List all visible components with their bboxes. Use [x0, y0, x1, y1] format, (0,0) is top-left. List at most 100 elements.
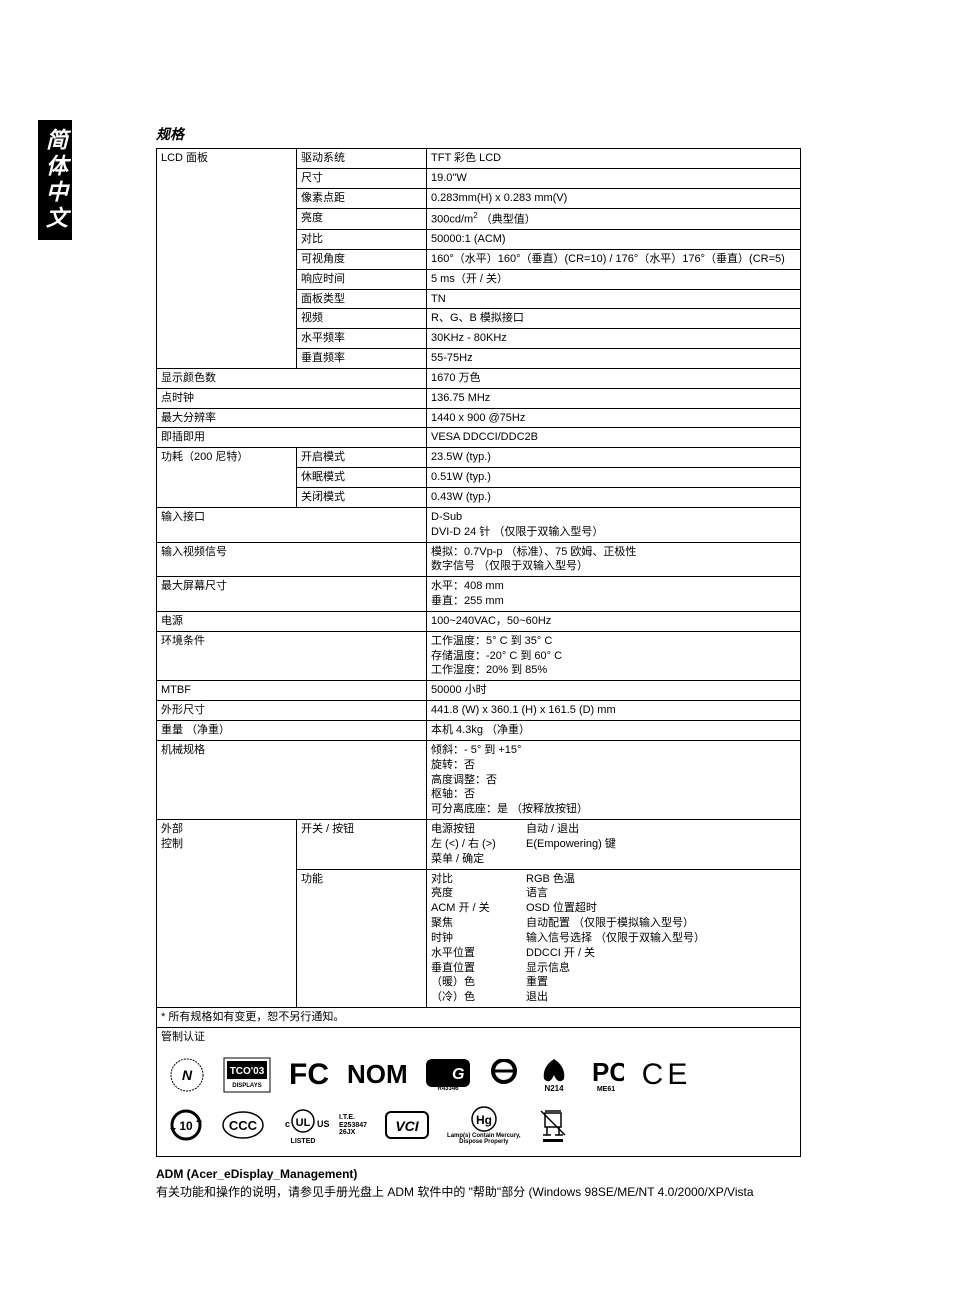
cell: 环境条件 — [157, 631, 427, 681]
svg-text:ME61: ME61 — [597, 1086, 615, 1093]
cell: 开启模式 — [297, 448, 427, 468]
table-row: 最大屏幕尺寸 水平：408 mm垂直：255 mm — [157, 577, 801, 612]
table-row: 管制认证 — [157, 1028, 801, 1047]
nordic-swan-icon: N — [169, 1057, 205, 1093]
svg-text:G: G — [452, 1066, 464, 1083]
vci-icon: VCI — [385, 1111, 429, 1139]
cell: 重量 （净重） — [157, 720, 427, 740]
cell: 160°（水平）160°（垂直）(CR=10) / 176°（水平）176°（垂… — [427, 249, 801, 269]
ul-ite-text: I.T.E. E253847 26JX — [339, 1114, 367, 1137]
cell: 0.51W (typ.) — [427, 468, 801, 488]
table-row: 输入接口 D-SubDVI-D 24 针 （仅限于双输入型号） — [157, 507, 801, 542]
cell: 水平：408 mm垂直：255 mm — [427, 577, 801, 612]
svg-text:CCC: CCC — [229, 1118, 258, 1133]
ce-icon: CE — [642, 1058, 692, 1092]
spec-table: LCD 面板 驱动系统TFT 彩色 LCD 尺寸19.0"W 像素点距0.283… — [156, 148, 801, 1047]
svg-text:PC: PC — [592, 1057, 624, 1087]
cell: 电源 — [157, 611, 427, 631]
table-row: 点时钟136.75 MHz — [157, 388, 801, 408]
cell: 136.75 MHz — [427, 388, 801, 408]
table-row: 外部控制 开关 / 按钮 电源按钮自动 / 退出 左 (<) / 右 (>)E(… — [157, 820, 801, 870]
table-row: 显示颜色数1670 万色 — [157, 368, 801, 388]
svg-text:10: 10 — [179, 1119, 193, 1133]
ul-icon: cULUSLISTED I.T.E. E253847 26JX — [283, 1105, 367, 1145]
cell: 55-75Hz — [427, 349, 801, 369]
cell: MTBF — [157, 681, 427, 701]
cell: 300cd/m2 （典型值） — [427, 208, 801, 230]
svg-text:UL: UL — [296, 1117, 311, 1129]
cell: 50000:1 (ACM) — [427, 230, 801, 250]
cell: 尺寸 — [297, 168, 427, 188]
cell: 关闭模式 — [297, 488, 427, 508]
svg-text:LISTED: LISTED — [291, 1138, 316, 1145]
cell: LCD 面板 — [157, 149, 297, 369]
spec-content: 规格 LCD 面板 驱动系统TFT 彩色 LCD 尺寸19.0"W 像素点距0.… — [156, 124, 801, 1201]
svg-text:c: c — [285, 1119, 290, 1129]
weee-icon — [539, 1107, 567, 1143]
cell: 电源按钮自动 / 退出 左 (<) / 右 (>)E(Empowering) 键… — [427, 820, 801, 870]
language-tab: 简体中文 — [38, 120, 72, 240]
cert-block: N TCO'03 DISPLAYS FC NOM GR43346 N214 PCM… — [156, 1047, 801, 1157]
cell: 休眠模式 — [297, 468, 427, 488]
table-row: * 所有规格如有变更，恕不另行通知。 — [157, 1008, 801, 1028]
cell: 100~240VAC，50~60Hz — [427, 611, 801, 631]
cell: 本机 4.3kg （净重） — [427, 720, 801, 740]
cell: 外部控制 — [157, 820, 297, 1008]
cell: 1670 万色 — [427, 368, 801, 388]
cell: 即插即用 — [157, 428, 427, 448]
cell: 50000 小时 — [427, 681, 801, 701]
cell: 0.43W (typ.) — [427, 488, 801, 508]
page-title: 规格 — [156, 124, 801, 144]
cell: R、G、B 模拟接口 — [427, 309, 801, 329]
cell: 5 ms（开 / 关） — [427, 269, 801, 289]
cell: VESA DDCCI/DDC2B — [427, 428, 801, 448]
ccc-icon: CCC — [221, 1110, 265, 1140]
cert-row-1: N TCO'03 DISPLAYS FC NOM GR43346 N214 PCM… — [161, 1051, 796, 1099]
fcc-icon: FC — [289, 1058, 329, 1092]
cert-row-2: 10 CCC cULUSLISTED I.T.E. E253847 26JX V… — [161, 1099, 796, 1152]
ctick-icon: N214 — [538, 1057, 570, 1093]
table-row: 功耗（200 尼特） 开启模式23.5W (typ.) — [157, 448, 801, 468]
cell: 对比RGB 色温 亮度语言 ACM 开 / 关OSD 位置超时 聚焦自动配置 （… — [427, 869, 801, 1008]
hg-icon: Hg Lamp(s) Contain Mercury, Dispose Prop… — [447, 1105, 521, 1146]
cell: 视频 — [297, 309, 427, 329]
cell: 输入接口 — [157, 507, 427, 542]
cell: 倾斜：- 5° 到 +15°旋转：否高度调整：否 枢轴：否可分离底座：是 （按释… — [427, 740, 801, 819]
svg-text:N214: N214 — [544, 1084, 564, 1093]
table-row: 重量 （净重）本机 4.3kg （净重） — [157, 720, 801, 740]
cell: 19.0"W — [427, 168, 801, 188]
cell: 显示颜色数 — [157, 368, 427, 388]
nom-icon: NOM — [347, 1059, 408, 1090]
cell: 0.283mm(H) x 0.283 mm(V) — [427, 188, 801, 208]
cell: 面板类型 — [297, 289, 427, 309]
cell: 像素点距 — [297, 188, 427, 208]
adm-title: ADM (Acer_eDisplay_Management) — [156, 1167, 801, 1181]
table-row: MTBF50000 小时 — [157, 681, 801, 701]
hg-text: Lamp(s) Contain Mercury, Dispose Properl… — [447, 1133, 521, 1146]
cert-title-cell: 管制认证 — [157, 1028, 801, 1047]
tco-icon: TCO'03 DISPLAYS — [223, 1057, 271, 1093]
table-row: LCD 面板 驱动系统TFT 彩色 LCD — [157, 149, 801, 169]
table-row: 机械规格 倾斜：- 5° 到 +15°旋转：否高度调整：否 枢轴：否可分离底座：… — [157, 740, 801, 819]
gs-icon: GR43346 — [426, 1059, 470, 1091]
svg-text:Hg: Hg — [476, 1113, 492, 1127]
note-cell: * 所有规格如有变更，恕不另行通知。 — [157, 1008, 801, 1028]
cell: 工作温度：5° C 到 35° C存储温度：-20° C 到 60° C工作湿度… — [427, 631, 801, 681]
table-row: 电源100~240VAC，50~60Hz — [157, 611, 801, 631]
cell: 功能 — [297, 869, 427, 1008]
cell: 外形尺寸 — [157, 701, 427, 721]
cell: 机械规格 — [157, 740, 427, 819]
svg-text:TCO'03: TCO'03 — [230, 1066, 265, 1077]
svg-text:N: N — [182, 1067, 193, 1083]
cell: 对比 — [297, 230, 427, 250]
cell: 30KHz - 80KHz — [427, 329, 801, 349]
cell: 最大分辨率 — [157, 408, 427, 428]
cell: TFT 彩色 LCD — [427, 149, 801, 169]
cell: 驱动系统 — [297, 149, 427, 169]
gost-icon: PCME61 — [588, 1057, 624, 1093]
cell: 响应时间 — [297, 269, 427, 289]
table-row: 最大分辨率1440 x 900 @75Hz — [157, 408, 801, 428]
adm-text: 有关功能和操作的说明，请参见手册光盘上 ADM 软件中的 "帮助"部分 (Win… — [156, 1183, 801, 1201]
cell: D-SubDVI-D 24 针 （仅限于双输入型号） — [427, 507, 801, 542]
svg-text:DISPLAYS: DISPLAYS — [232, 1083, 261, 1089]
